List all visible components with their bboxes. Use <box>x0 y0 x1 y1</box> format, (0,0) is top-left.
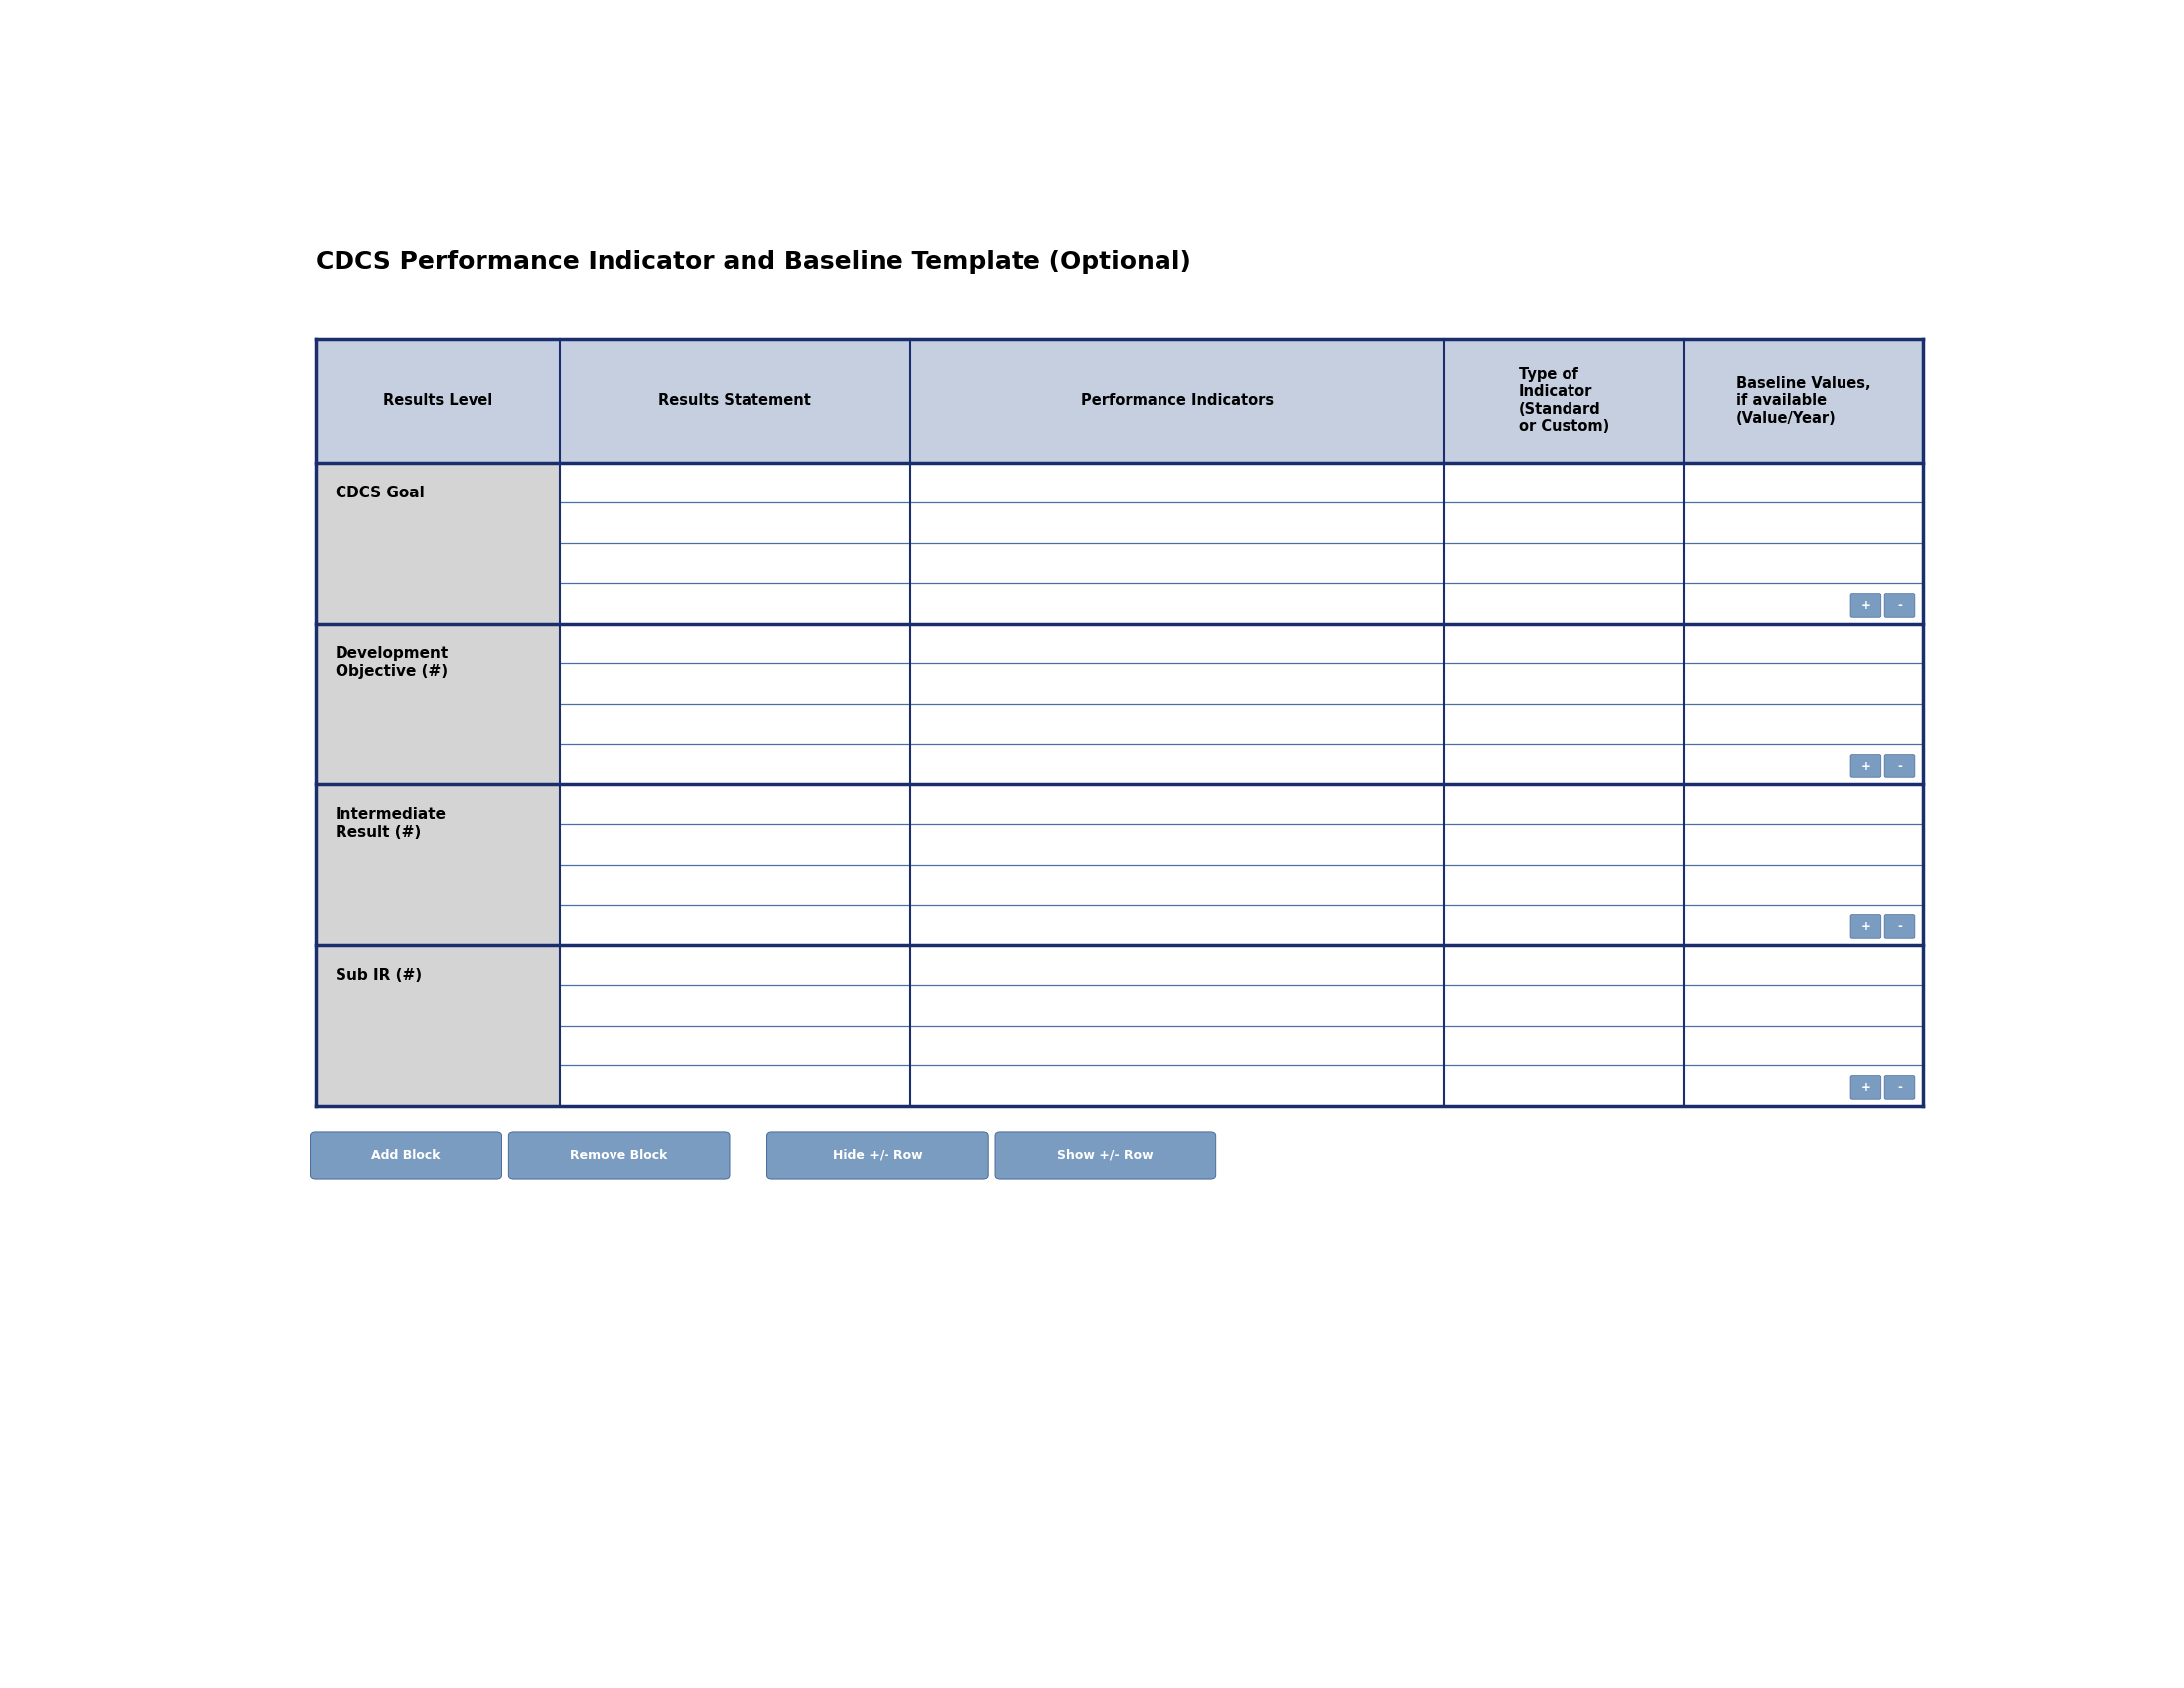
Bar <box>559 623 1924 785</box>
FancyBboxPatch shape <box>1885 1075 1915 1099</box>
FancyBboxPatch shape <box>1850 594 1880 616</box>
Bar <box>314 945 559 1106</box>
Bar <box>559 945 1924 1106</box>
Text: Baseline Values,
if available
(Value/Year): Baseline Values, if available (Value/Yea… <box>1736 376 1872 425</box>
Bar <box>314 463 559 623</box>
Text: CDCS Goal: CDCS Goal <box>336 486 424 501</box>
Text: Results Level: Results Level <box>382 393 491 408</box>
Text: CDCS Performance Indicator and Baseline Template (Optional): CDCS Performance Indicator and Baseline … <box>314 250 1190 273</box>
Text: Remove Block: Remove Block <box>570 1150 668 1161</box>
Text: Results Statement: Results Statement <box>660 393 812 408</box>
Text: Intermediate
Result (#): Intermediate Result (#) <box>336 807 448 839</box>
FancyBboxPatch shape <box>1885 594 1915 616</box>
FancyBboxPatch shape <box>1850 755 1880 778</box>
Bar <box>314 785 559 945</box>
Text: +: + <box>1861 1082 1872 1094</box>
FancyBboxPatch shape <box>1885 755 1915 778</box>
Text: Hide +/- Row: Hide +/- Row <box>832 1150 922 1161</box>
Text: Performance Indicators: Performance Indicators <box>1081 393 1273 408</box>
Text: Sub IR (#): Sub IR (#) <box>336 969 422 984</box>
Bar <box>314 623 559 785</box>
Text: Show +/- Row: Show +/- Row <box>1057 1150 1153 1161</box>
Text: -: - <box>1898 920 1902 933</box>
FancyBboxPatch shape <box>1885 915 1915 939</box>
Bar <box>559 785 1924 945</box>
Text: Type of
Indicator
(Standard
or Custom): Type of Indicator (Standard or Custom) <box>1518 368 1610 434</box>
FancyBboxPatch shape <box>994 1133 1216 1178</box>
FancyBboxPatch shape <box>310 1133 502 1178</box>
Bar <box>314 339 1924 463</box>
Text: Development
Objective (#): Development Objective (#) <box>336 647 450 679</box>
Text: -: - <box>1898 760 1902 773</box>
Text: -: - <box>1898 599 1902 611</box>
FancyBboxPatch shape <box>1850 915 1880 939</box>
Bar <box>559 463 1924 623</box>
Text: +: + <box>1861 599 1872 611</box>
FancyBboxPatch shape <box>767 1133 987 1178</box>
Text: +: + <box>1861 760 1872 773</box>
FancyBboxPatch shape <box>1850 1075 1880 1099</box>
FancyBboxPatch shape <box>509 1133 729 1178</box>
Text: -: - <box>1898 1082 1902 1094</box>
Text: Add Block: Add Block <box>371 1150 441 1161</box>
Text: +: + <box>1861 920 1872 933</box>
